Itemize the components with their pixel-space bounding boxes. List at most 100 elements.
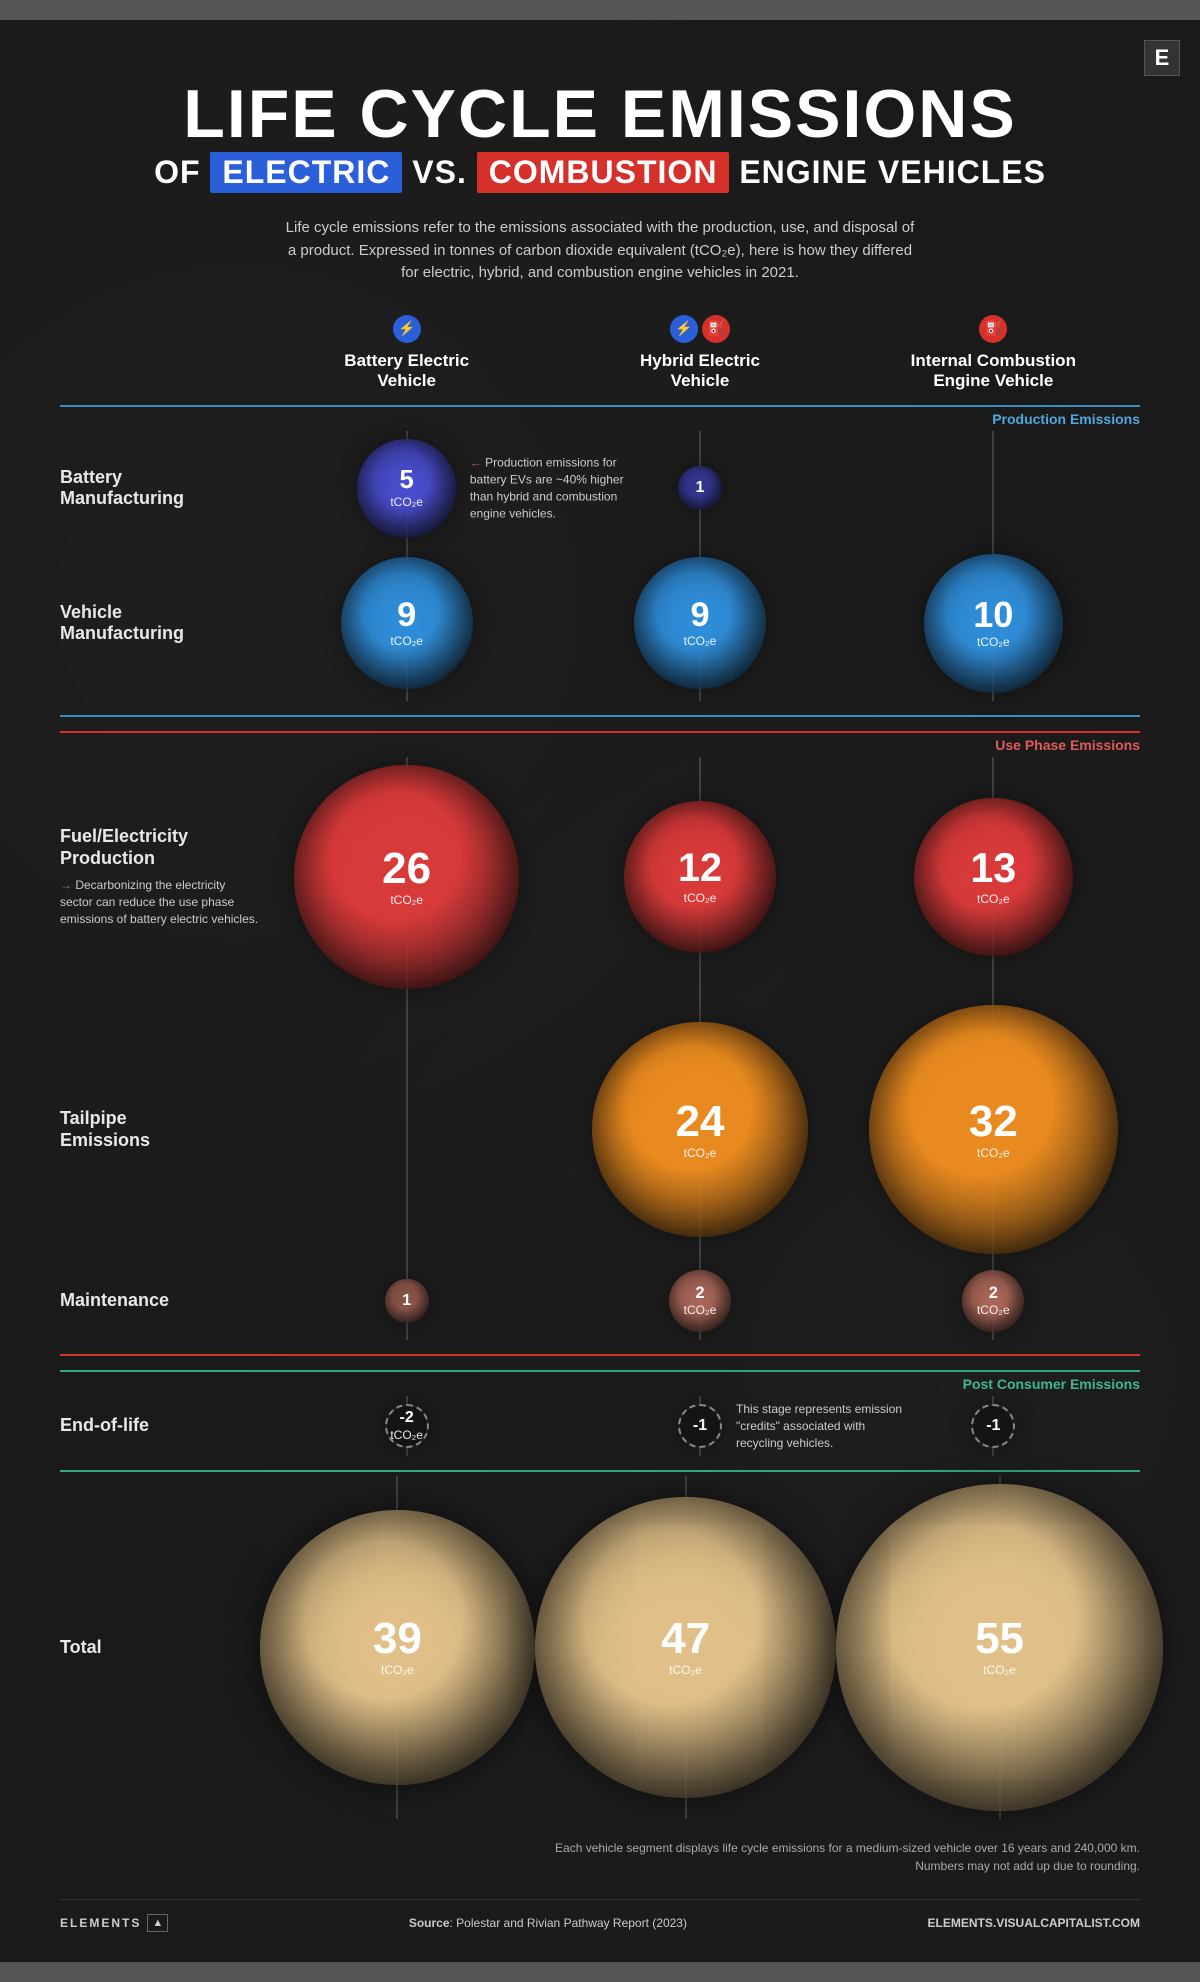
section-divider: [60, 1370, 1140, 1372]
footer-brand-icon: ▲: [147, 1914, 168, 1932]
data-bubble: 10 tCO₂e: [924, 554, 1063, 693]
column-header: Battery ElectricVehicle: [260, 315, 553, 392]
section-divider: [60, 731, 1140, 733]
bubble-value: 1: [696, 480, 705, 496]
row-cell: 9tCO₂e: [553, 554, 846, 693]
row-cell: 47 tCO₂e: [535, 1484, 837, 1810]
data-bubble: 9tCO₂e: [341, 557, 473, 689]
row-cell: [847, 439, 1140, 537]
bubble-value: 2: [695, 1285, 704, 1301]
section-label: Production Emissions: [60, 411, 1140, 427]
data-bubble: 1: [678, 466, 722, 510]
bolt-icon: [393, 315, 421, 343]
brand-logo-icon: E: [1144, 40, 1180, 76]
bubble-value: 1: [402, 1293, 411, 1309]
row-cell: 39tCO₂e: [260, 1484, 535, 1810]
footnote: Each vehicle segment displays life cycle…: [60, 1839, 1140, 1875]
footer-site: ELEMENTS.VISUALCAPITALIST.COM: [928, 1916, 1140, 1930]
row-cell: 10 tCO₂e: [847, 554, 1140, 693]
row-cell: 55tCO₂e: [836, 1484, 1162, 1810]
bubble-unit: tCO₂e: [390, 495, 423, 509]
bubble-unit: tCO₂e: [977, 635, 1010, 649]
row-cell: 13 tCO₂e: [847, 765, 1140, 989]
data-bubble: 13 tCO₂e: [914, 798, 1073, 957]
connector-line: [993, 431, 994, 545]
data-bubble: 5tCO₂e: [357, 439, 455, 537]
row-label: BatteryManufacturing: [60, 467, 260, 510]
data-bubble: -1: [678, 1404, 722, 1448]
bubble-value: 12: [678, 849, 722, 889]
data-bubble: 47 tCO₂e: [535, 1497, 837, 1799]
row-cell: 2tCO₂e: [847, 1270, 1140, 1332]
bubble-value: 32: [969, 1100, 1018, 1144]
data-bubble: 2tCO₂e: [669, 1270, 731, 1332]
section-divider: [60, 1354, 1140, 1356]
row-cell: 9tCO₂e: [260, 554, 553, 693]
row-annotation: → Decarbonizing the electricity sector c…: [60, 877, 260, 927]
bubble-unit: tCO₂e: [684, 1146, 717, 1160]
column-title: Internal CombustionEngine Vehicle: [911, 351, 1076, 392]
section-divider: [60, 405, 1140, 407]
row-cell: 24 tCO₂e: [553, 1005, 846, 1254]
bubble-value: -1: [693, 1418, 707, 1434]
bubble-value: 5: [400, 468, 414, 494]
bubble-unit: tCO₂e: [390, 634, 423, 648]
bubble-unit: tCO₂e: [390, 893, 423, 907]
section-divider: [60, 715, 1140, 717]
row-label: TailpipeEmissions: [60, 1108, 260, 1151]
infographic-page: E LIFE CYCLE EMISSIONS OF ELECTRIC VS. C…: [0, 20, 1200, 1962]
row-cell: 5tCO₂e← Production emissions for battery…: [260, 439, 553, 537]
chart-area: Battery ElectricVehicle Hybrid ElectricVe…: [60, 315, 1140, 1819]
bubble-unit: tCO₂e: [390, 1428, 423, 1442]
footer-brand: ELEMENTS ▲: [60, 1914, 168, 1932]
column-header: Hybrid ElectricVehicle: [553, 315, 846, 392]
row-cell: 32tCO₂e: [847, 1005, 1140, 1254]
column-title: Battery ElectricVehicle: [344, 351, 469, 392]
data-bubble: 24 tCO₂e: [592, 1022, 808, 1238]
row-cell: -1: [847, 1404, 1140, 1448]
data-bubble: 2tCO₂e: [962, 1270, 1024, 1332]
data-bubble: 32tCO₂e: [869, 1005, 1118, 1254]
bubble-unit: tCO₂e: [977, 1303, 1010, 1317]
title-sub-suffix: ENGINE VEHICLES: [739, 154, 1046, 190]
bubble-unit: tCO₂e: [977, 892, 1010, 906]
footer-source-text: Polestar and Rivian Pathway Report (2023…: [456, 1916, 687, 1930]
bubble-value: 10: [973, 597, 1013, 633]
footer-brand-text: ELEMENTS: [60, 1916, 141, 1930]
data-bubble: 1: [385, 1279, 429, 1323]
data-bubble: 39tCO₂e: [260, 1510, 535, 1785]
bubble-unit: tCO₂e: [983, 1663, 1016, 1677]
bubble-value: 47: [661, 1617, 710, 1661]
bubble-value: 24: [676, 1100, 725, 1144]
chip-combustion: COMBUSTION: [477, 152, 730, 193]
bubble-value: 39: [373, 1617, 422, 1661]
row-cell: 12 tCO₂e: [553, 765, 846, 989]
data-bubble: 12 tCO₂e: [624, 801, 776, 953]
data-bubble: 26 tCO₂e: [294, 765, 518, 989]
data-row: BatteryManufacturing5tCO₂e← Production e…: [60, 431, 1140, 545]
row-cell: 1: [553, 439, 846, 537]
bubble-value: 9: [690, 598, 709, 632]
bolt-icon: [670, 315, 698, 343]
row-label: End-of-life: [60, 1415, 260, 1437]
bubble-value: 13: [970, 848, 1016, 889]
row-cell: -1This stage represents emission "credit…: [553, 1404, 846, 1448]
title-sub-mid: VS.: [412, 154, 467, 190]
row-cell: 2tCO₂e: [553, 1270, 846, 1332]
column-header: Internal CombustionEngine Vehicle: [847, 315, 1140, 392]
footer-site-text: ELEMENTS.VISUALCAPITALIST.COM: [928, 1916, 1140, 1930]
bubble-unit: tCO₂e: [684, 891, 717, 905]
row-label: Fuel/ElectricityProduction→ Decarbonizin…: [60, 826, 260, 928]
bubble-value: -1: [986, 1418, 1000, 1434]
bubble-value: 26: [382, 847, 431, 891]
bubble-unit: tCO₂e: [669, 1663, 702, 1677]
chip-electric: ELECTRIC: [210, 152, 402, 193]
footer-source-label: Source: [409, 1916, 450, 1930]
row-label: Maintenance: [60, 1290, 260, 1312]
section-divider: [60, 1470, 1140, 1472]
column-title: Hybrid ElectricVehicle: [640, 351, 760, 392]
section-label: Use Phase Emissions: [60, 737, 1140, 753]
footer: ELEMENTS ▲ Source: Polestar and Rivian P…: [60, 1899, 1140, 1932]
intro-text: Life cycle emissions refer to the emissi…: [280, 217, 920, 285]
data-bubble: -2tCO₂e: [385, 1404, 429, 1448]
